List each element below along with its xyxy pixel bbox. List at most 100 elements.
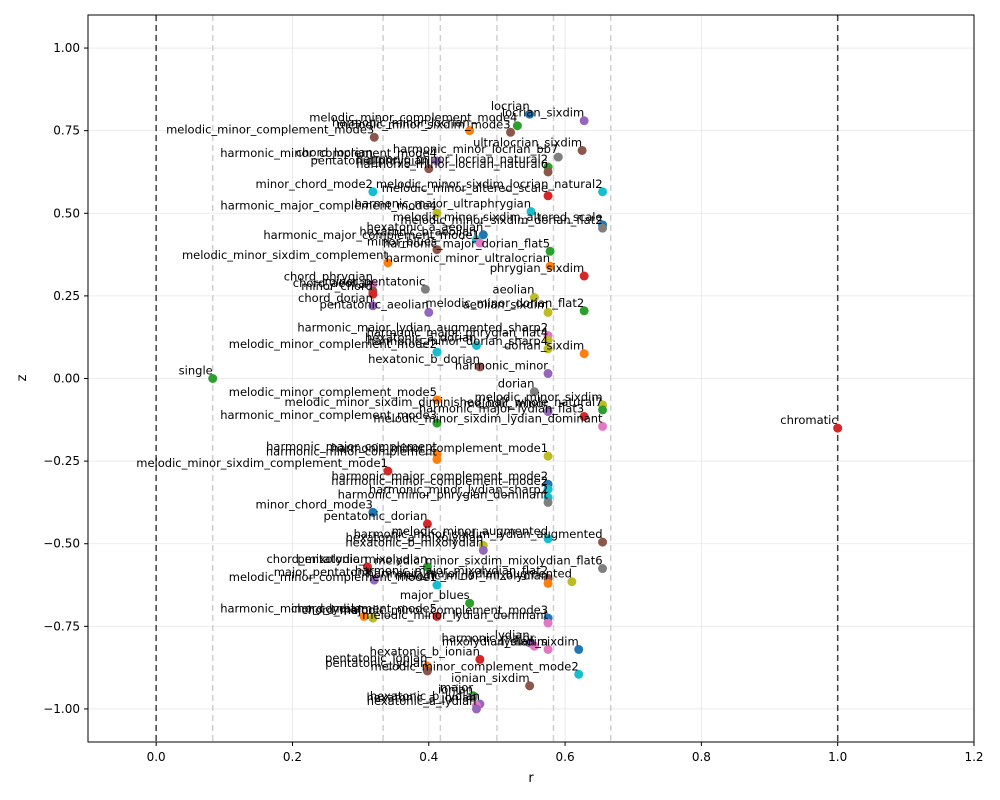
- data-point-label: harmonic_minor_complement_mode4: [220, 146, 437, 160]
- data-point-label: harmonic_major_ultraphrygian: [355, 197, 531, 211]
- data-point-label: aeolian: [493, 283, 535, 297]
- data-point: [368, 155, 378, 165]
- data-point-label: harmonic_minor_locrian_bb7: [393, 142, 558, 156]
- data-point-label: locrian: [491, 99, 530, 113]
- point-labels: single chromatic locrianlocrian_sixdimmelo…: [136, 99, 837, 708]
- data-point-label: chord_lydian: [291, 601, 364, 615]
- data-point: [574, 644, 584, 654]
- data-point-label: harmonic_minor: [455, 359, 548, 373]
- data-point-label: dorian: [498, 377, 535, 391]
- data-point: [543, 191, 553, 201]
- data-point: [543, 307, 553, 317]
- data-point: [579, 116, 589, 126]
- data-point: [432, 580, 442, 590]
- reference-lines: [155, 15, 839, 742]
- x-tick-label: 0.6: [556, 750, 575, 764]
- data-point-label: ionian_sixdim: [451, 671, 530, 685]
- data-point: [369, 132, 379, 142]
- data-point-label: major_pentatonic: [274, 565, 375, 579]
- data-point: [529, 641, 539, 651]
- data-point-label: lydian: [495, 628, 530, 642]
- data-point-label: chord_mixolydian: [266, 552, 367, 566]
- data-point-label: harmonic_minor_phrygian_dominant: [338, 487, 549, 501]
- data-point: [432, 245, 442, 255]
- data-points: [208, 109, 843, 714]
- data-point: [543, 344, 553, 354]
- data-point: [577, 145, 587, 155]
- data-point: [543, 407, 553, 417]
- data-point: [543, 335, 553, 345]
- data-point: [506, 127, 516, 137]
- data-point: [424, 307, 434, 317]
- data-point-label: melodic_minor_complement_mode3: [166, 122, 374, 136]
- data-point-label: harmonic_minor_locrian_natural2: [356, 152, 548, 166]
- data-point: [432, 347, 442, 357]
- data-point: [368, 301, 378, 311]
- data-point-label: chord_dorian: [298, 291, 373, 305]
- data-point: [598, 537, 608, 547]
- x-axis-ticks: 0.0 0.2 0.4 0.6 0.8 1.0 1.2: [147, 742, 984, 764]
- data-point-label: melodic_minor_complement_mode1: [229, 570, 437, 584]
- data-point: [543, 497, 553, 507]
- data-point-label: melodic_minor_altered_scale: [382, 181, 548, 195]
- data-point-label: locrian_sixdim: [502, 106, 584, 120]
- data-point: [359, 611, 369, 621]
- data-point: [432, 418, 442, 428]
- data-point: [368, 279, 378, 289]
- data-point: [465, 126, 475, 136]
- data-point-label: minor_chord_mode2: [256, 177, 373, 191]
- data-point-label: major: [440, 681, 473, 695]
- data-point: [368, 613, 378, 623]
- x-tick-label: 0.4: [419, 750, 438, 764]
- data-point: [543, 578, 553, 588]
- data-point: [545, 261, 555, 271]
- data-point-label: hexatonic_a_mixolydian: [346, 530, 484, 544]
- y-tick-label: 0.00: [53, 372, 80, 386]
- data-point-label: melodic_minor_complement_mode5: [229, 385, 437, 399]
- data-point-label: harmonic_minor_complement_mode2: [331, 474, 548, 488]
- data-point: [422, 519, 432, 529]
- data-point-label: pentatonic_lydian: [325, 656, 427, 670]
- y-axis-ticks: −1.00 −0.75 −0.50 −0.25 0.00 0.25 0.50 0.75 1.00: [43, 41, 88, 716]
- data-point: [579, 412, 589, 422]
- data-point: [368, 507, 378, 517]
- data-point-label: melodic_minor_sixdim_complement: [182, 248, 388, 262]
- data-point: [526, 207, 536, 217]
- data-point-label: hexatonic_b_mixolydian: [345, 535, 483, 549]
- data-point: [208, 374, 218, 383]
- data-point-label: hexatonic_a_aeolian: [366, 220, 483, 234]
- x-tick-label: 1.0: [828, 750, 847, 764]
- y-tick-label: −0.75: [43, 619, 80, 633]
- data-point: [471, 704, 481, 714]
- data-point-label: harmonic_major_complement_mode2: [332, 469, 549, 483]
- data-point: [579, 306, 589, 316]
- data-point-label: melodic_minor_lydian_dominant: [362, 608, 548, 622]
- data-point-label: harmonic_minor_sixdim_lydian_augmented: [354, 527, 603, 541]
- data-point: [432, 395, 442, 405]
- data-point-label: melodic_minor_sixdim_lydian_dominant: [373, 411, 603, 425]
- y-tick-label: −0.25: [43, 454, 80, 468]
- data-point: [525, 109, 535, 119]
- data-point-label: phrygian_sixdim: [490, 261, 584, 275]
- data-point-label: chord_phrygian: [284, 269, 373, 283]
- data-point: [598, 223, 608, 233]
- data-point-label: chord_locrian: [296, 145, 373, 159]
- data-point: [368, 289, 378, 299]
- data-point-label: pentatonic_ionian: [325, 651, 427, 665]
- data-point: [475, 362, 485, 372]
- data-point-label: melodic_minor: [464, 397, 549, 411]
- data-point-label: melodic_minor_complement_mode4: [309, 111, 517, 125]
- data-point: [525, 681, 535, 691]
- data-point: [512, 121, 522, 131]
- data-point-label: hexatonic_a_dorian: [365, 330, 477, 344]
- data-point-label: pentatonic_dorian: [323, 509, 427, 523]
- data-point: [368, 187, 378, 197]
- data-point-label: pentatonic_phrygian: [310, 154, 428, 168]
- data-point-label: ionian: [438, 682, 473, 696]
- data-point-label: harmonic_major_dorian_flat5: [383, 236, 550, 250]
- data-point: [598, 405, 608, 415]
- data-point-label: hexatonic_a_ionian: [367, 691, 477, 705]
- data-point-label: pentatonic_aeolian: [320, 297, 429, 311]
- data-point-label: harmonic_minor_locrian_natural6: [356, 157, 548, 171]
